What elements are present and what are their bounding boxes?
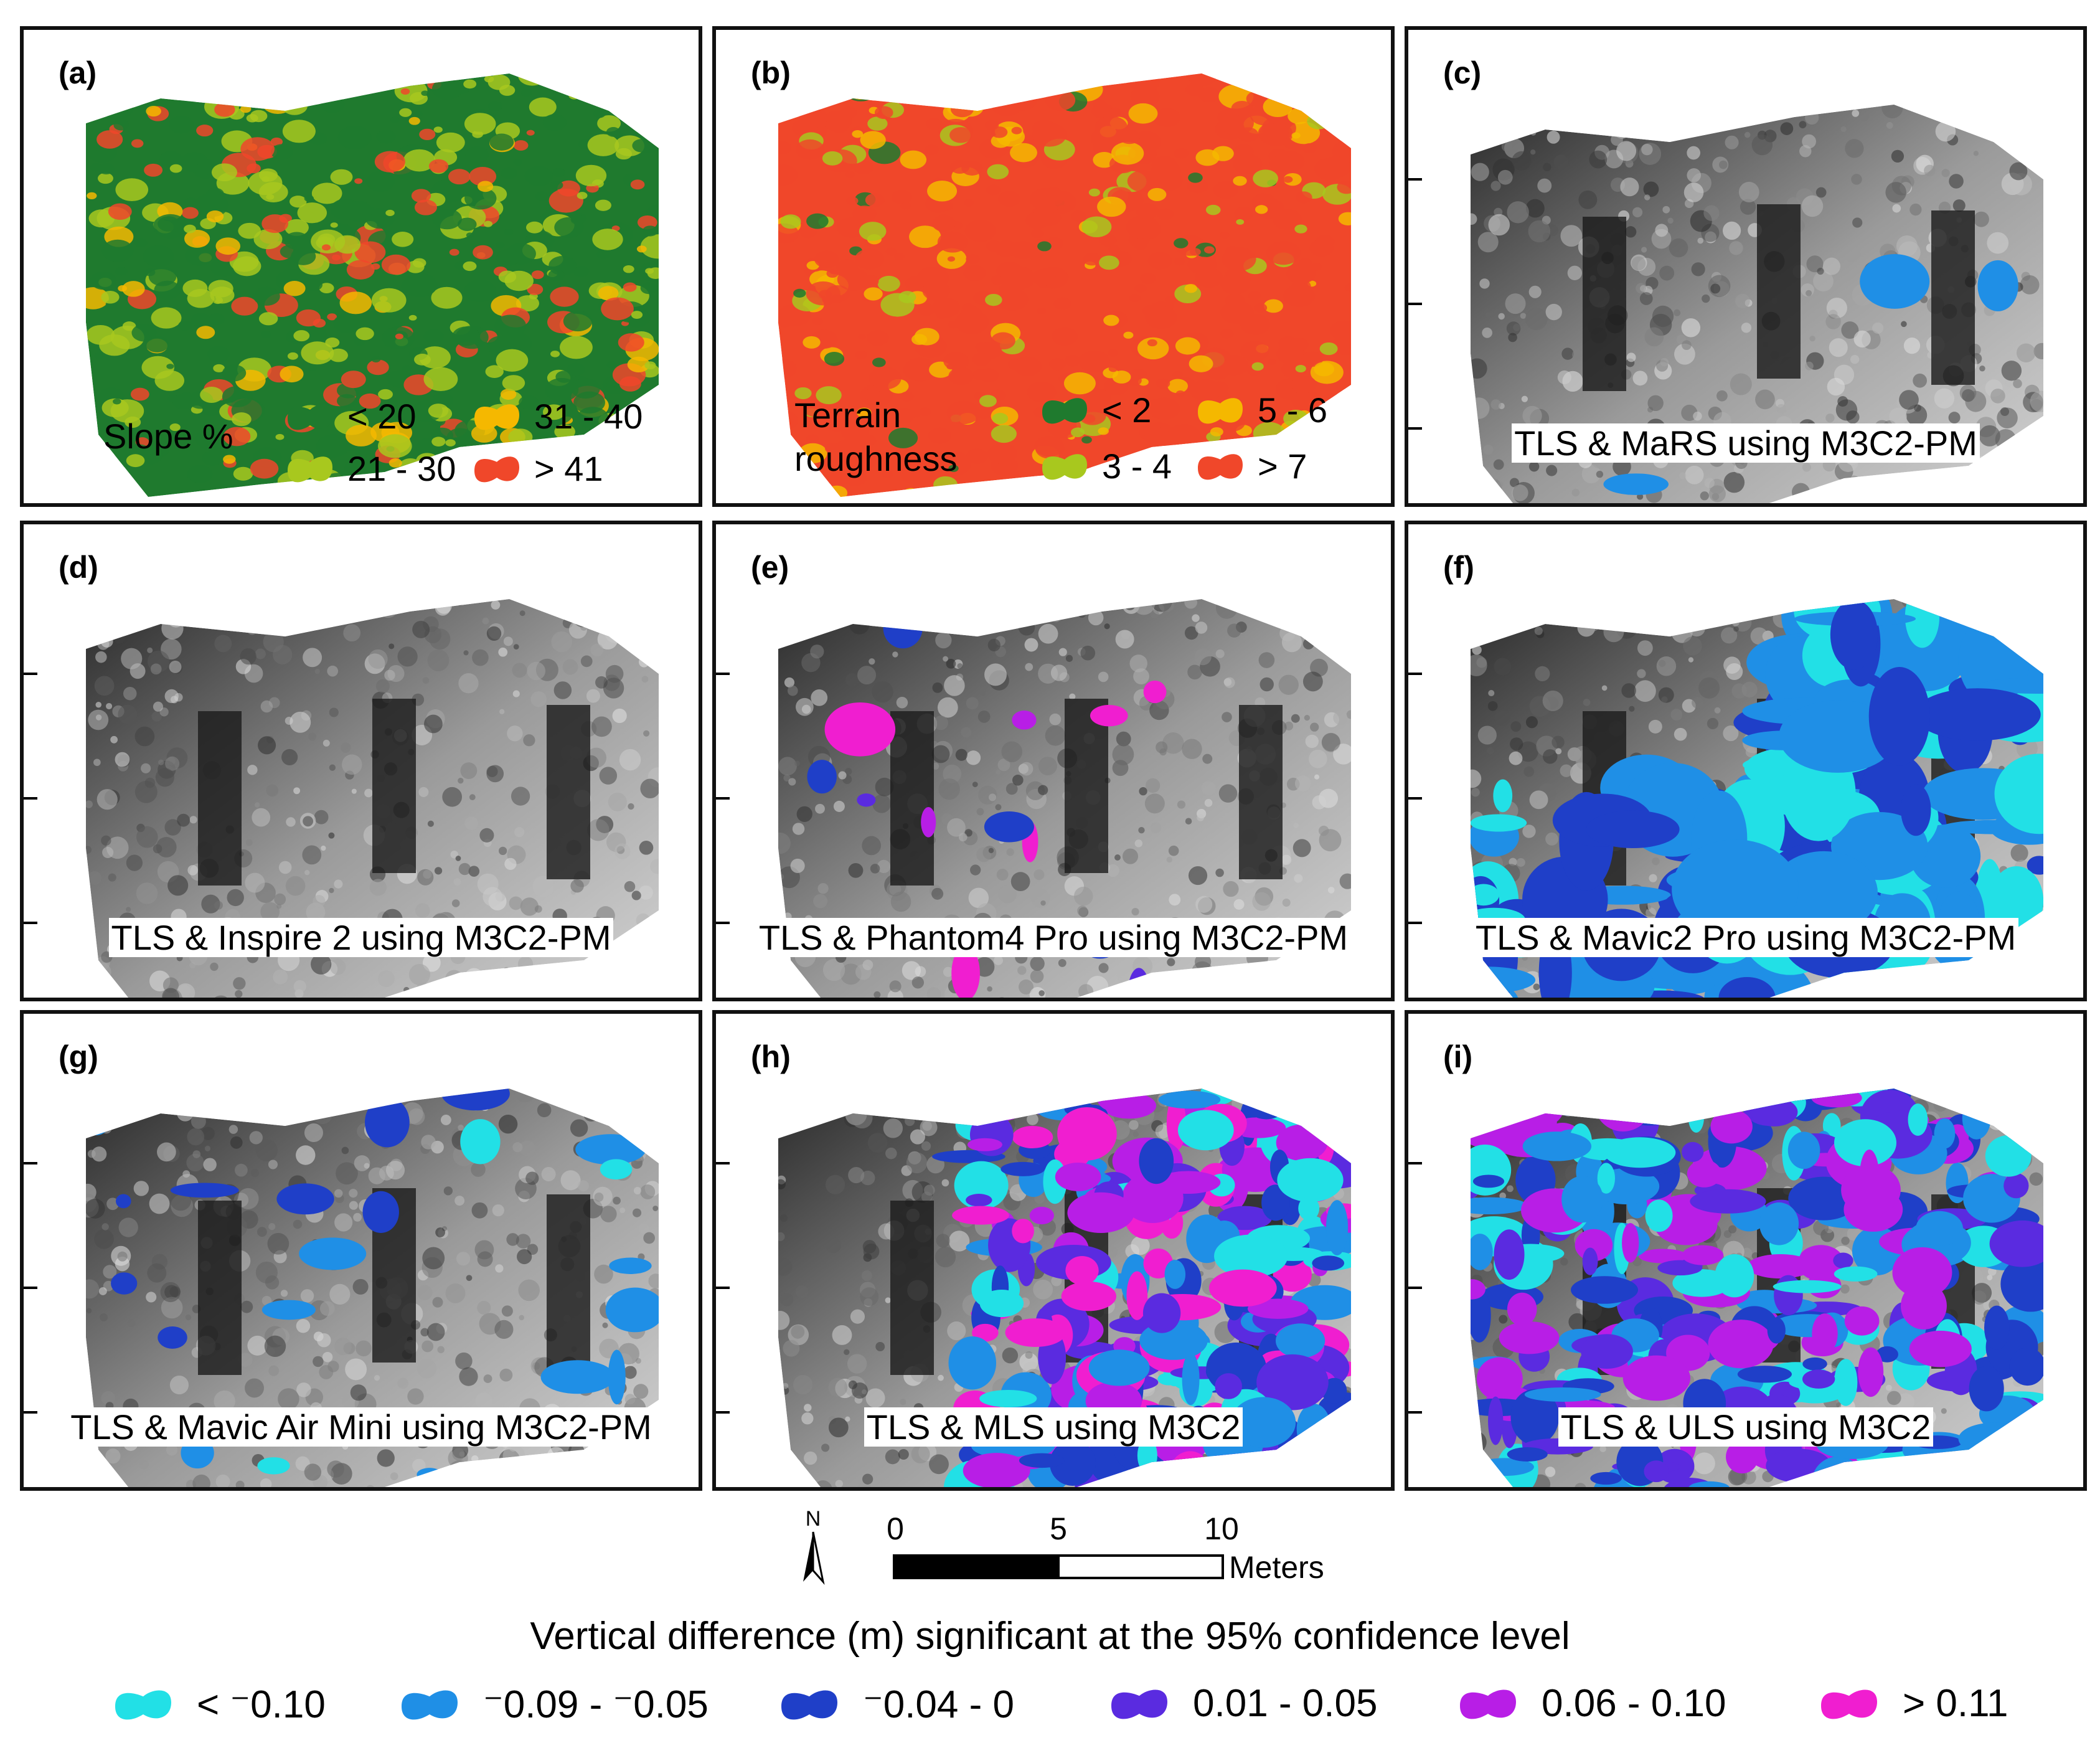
swatch-icon <box>288 404 332 430</box>
difference-legend-label: ⁻0.09 - ⁻0.05 <box>483 1683 709 1726</box>
swatch-icon <box>288 456 332 482</box>
difference-map-image <box>1408 1089 2043 1487</box>
scale-segment-black <box>893 1554 1060 1579</box>
panel-h-caption: TLS & MLS using M3C2 <box>716 1407 1391 1447</box>
slope-legend: Slope % < 20 31 - 40 21 - 30 > 41 <box>24 30 699 503</box>
roughness-legend-title-2: roughness <box>794 438 958 479</box>
panel-d-tag: (d) <box>59 550 98 585</box>
slope-legend-label: 21 - 30 <box>347 449 456 488</box>
panel-b-roughness-map: (b) Terrain roughness < 2 5 - 6 3 - 4 > … <box>712 26 1395 507</box>
swatch-icon <box>474 456 519 482</box>
difference-legend-label: ⁻0.04 - 0 <box>863 1683 1014 1726</box>
roughness-legend-item: < 2 <box>1040 390 1151 430</box>
difference-legend-label: < ⁻0.10 <box>197 1683 326 1726</box>
panel-b-tag: (b) <box>751 55 791 90</box>
scale-tick-label: 0 <box>887 1511 904 1546</box>
difference-legend-label: 0.01 - 0.05 <box>1193 1682 1378 1725</box>
north-label: N <box>806 1507 821 1531</box>
slope-legend-item: < 20 <box>285 396 417 437</box>
panel-c-caption: TLS & MaRS using M3C2-PM <box>1408 423 2083 463</box>
swatch-icon <box>1111 1689 1167 1719</box>
difference-legend-label: > 0.11 <box>1903 1682 2008 1725</box>
panel-a-slope-map: (a) Slope % < 20 31 - 40 21 - 30 > 41 <box>20 26 702 507</box>
panel-i-difference-map: (i) TLS & ULS using M3C2 <box>1405 1010 2087 1491</box>
panel-h-caption-text: TLS & MLS using M3C2 <box>864 1407 1243 1447</box>
scale-tick-label: 10 <box>1204 1511 1239 1546</box>
slope-legend-item: 21 - 30 <box>285 448 456 489</box>
slope-legend-title-text: Slope % <box>103 417 233 456</box>
panel-g-tag: (g) <box>59 1039 98 1074</box>
roughness-legend-label: 3 - 4 <box>1102 446 1172 486</box>
slope-legend-label: > 41 <box>534 449 603 488</box>
roughness-legend-item: 5 - 6 <box>1195 390 1327 430</box>
panel-f-difference-map: (f) TLS & Mavic2 Pro using M3C2-PM <box>1405 521 2087 1001</box>
swatch-icon <box>1042 397 1087 423</box>
slope-legend-title: Slope % <box>103 416 233 456</box>
swatch-icon <box>1460 1689 1516 1719</box>
difference-legend-item: 0.01 - 0.05 <box>1108 1681 1377 1726</box>
panel-h-difference-map: (h) TLS & MLS using M3C2 <box>712 1010 1395 1491</box>
difference-legend-title: Vertical difference (m) significant at t… <box>530 1615 1570 1658</box>
swatch-icon <box>1042 453 1087 479</box>
roughness-legend-item: 3 - 4 <box>1040 446 1172 486</box>
slope-legend-item: > 41 <box>472 448 603 489</box>
scale-tick-label: 5 <box>1050 1511 1067 1546</box>
swatch-icon <box>402 1689 458 1719</box>
roughness-title-text: Terrain <box>794 395 902 435</box>
difference-legend-item: ⁻0.09 - ⁻0.05 <box>398 1681 709 1727</box>
panel-f-tag: (f) <box>1443 550 1474 585</box>
difference-legend-item: > 0.11 <box>1818 1681 2008 1726</box>
panel-g-difference-map: (g) TLS & Mavic Air Mini using M3C2-PM <box>20 1010 702 1491</box>
panel-c-tag: (c) <box>1443 55 1482 90</box>
difference-legend-label: 0.06 - 0.10 <box>1542 1682 1726 1725</box>
roughness-legend-label: > 7 <box>1258 446 1307 486</box>
roughness-title-text: roughness <box>794 439 958 478</box>
swatch-icon <box>474 404 519 430</box>
roughness-legend-label: 5 - 6 <box>1258 390 1328 430</box>
panel-d-difference-map: (d) TLS & Inspire 2 using M3C2-PM <box>20 521 702 1001</box>
swatch-icon <box>1821 1689 1877 1719</box>
panel-a-tag: (a) <box>59 55 97 90</box>
slope-legend-label: 31 - 40 <box>534 397 643 436</box>
panel-e-tag: (e) <box>751 550 789 585</box>
panel-e-caption-text: TLS & Phantom4 Pro using M3C2-PM <box>756 918 1351 957</box>
panel-c-caption-text: TLS & MaRS using M3C2-PM <box>1512 423 1980 463</box>
scale-unit: Meters <box>1229 1550 1324 1585</box>
panel-g-caption-text: TLS & Mavic Air Mini using M3C2-PM <box>68 1407 654 1447</box>
swatch-icon <box>781 1689 837 1719</box>
panel-i-caption-text: TLS & ULS using M3C2 <box>1558 1407 1934 1447</box>
panel-d-caption: TLS & Inspire 2 using M3C2-PM <box>24 917 699 958</box>
panel-g-caption: TLS & Mavic Air Mini using M3C2-PM <box>24 1407 699 1447</box>
slope-legend-item: 31 - 40 <box>472 396 643 437</box>
difference-legend-item: ⁻0.04 - 0 <box>778 1681 1014 1727</box>
scale-bar: N 0 5 10 Meters <box>784 1495 1376 1619</box>
difference-legend-item: < ⁻0.10 <box>112 1681 326 1727</box>
difference-legend-item: 0.06 - 0.10 <box>1457 1681 1726 1726</box>
panel-h-tag: (h) <box>751 1039 791 1074</box>
panel-i-tag: (i) <box>1443 1039 1473 1074</box>
difference-map-image <box>716 599 1351 998</box>
panel-i-caption: TLS & ULS using M3C2 <box>1408 1407 2083 1447</box>
panel-e-caption: TLS & Phantom4 Pro using M3C2-PM <box>716 917 1391 958</box>
scale-bar-graphic: N 0 5 10 Meters <box>803 1507 1324 1585</box>
panel-f-caption: TLS & Mavic2 Pro using M3C2-PM <box>1408 917 2083 958</box>
roughness-map-image <box>778 73 1351 497</box>
swatch-icon <box>1198 453 1243 479</box>
panel-f-caption-text: TLS & Mavic2 Pro using M3C2-PM <box>1472 918 2019 957</box>
panel-c-difference-map: (c) TLS & MaRS using M3C2-PM <box>1405 26 2087 507</box>
swatch-icon <box>115 1689 171 1719</box>
scale-segment-white <box>1057 1554 1224 1579</box>
north-arrow-icon <box>803 1531 825 1585</box>
roughness-legend-item: > 7 <box>1195 446 1307 486</box>
slope-legend-label: < 20 <box>347 397 417 436</box>
roughness-legend-label: < 2 <box>1102 390 1152 430</box>
roughness-legend: Terrain roughness < 2 5 - 6 3 - 4 > 7 <box>716 30 1391 503</box>
slope-map-image <box>86 73 659 497</box>
panel-d-caption-text: TLS & Inspire 2 using M3C2-PM <box>108 918 614 957</box>
swatch-icon <box>1198 397 1243 423</box>
panel-e-difference-map: (e) TLS & Phantom4 Pro using M3C2-PM <box>712 521 1395 1001</box>
roughness-legend-title-1: Terrain <box>794 395 901 435</box>
